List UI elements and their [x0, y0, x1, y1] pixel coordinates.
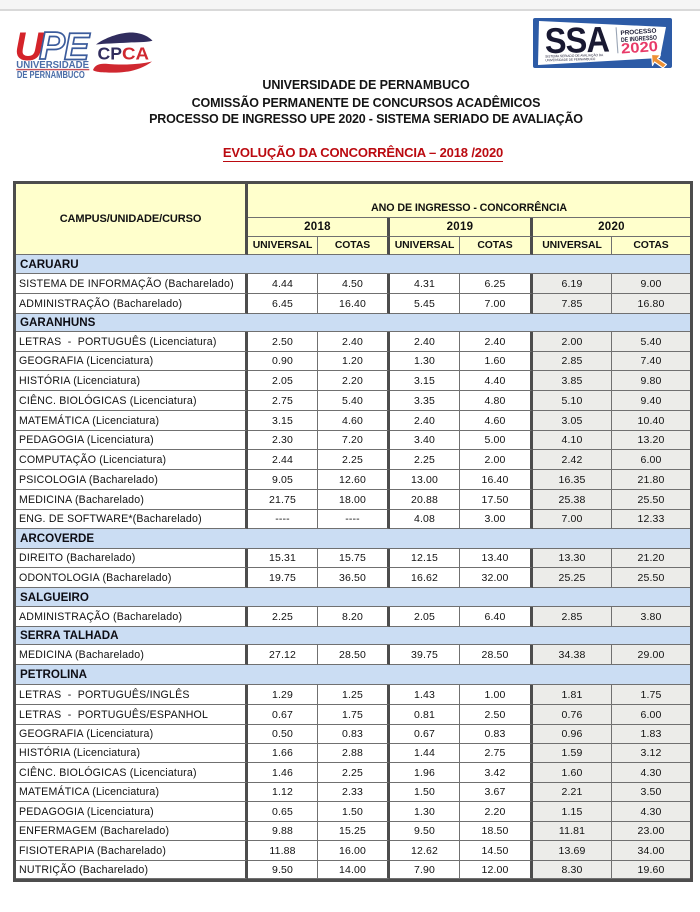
svg-text:SSA: SSA [544, 19, 610, 62]
svg-text:2020: 2020 [621, 39, 659, 58]
svg-text:P: P [39, 26, 66, 68]
svg-text:E: E [64, 26, 91, 68]
svg-text:SISTEMA SERIADO DE AVALIAÇÃO D: SISTEMA SERIADO DE AVALIAÇÃO DA [545, 52, 604, 59]
svg-text:DE INGRESSO: DE INGRESSO [621, 34, 657, 43]
svg-text:UNIVERSIDADE DE PERNAMBUCO: UNIVERSIDADE DE PERNAMBUCO [545, 57, 595, 62]
svg-text:PROCESSO: PROCESSO [620, 27, 656, 36]
svg-text:DE PERNAMBUCO: DE PERNAMBUCO [17, 70, 85, 81]
svg-text:CA: CA [122, 44, 149, 64]
svg-text:UNIVERSIDADE: UNIVERSIDADE [16, 60, 89, 71]
svg-text:CP: CP [98, 44, 123, 64]
svg-text:U: U [15, 26, 45, 69]
